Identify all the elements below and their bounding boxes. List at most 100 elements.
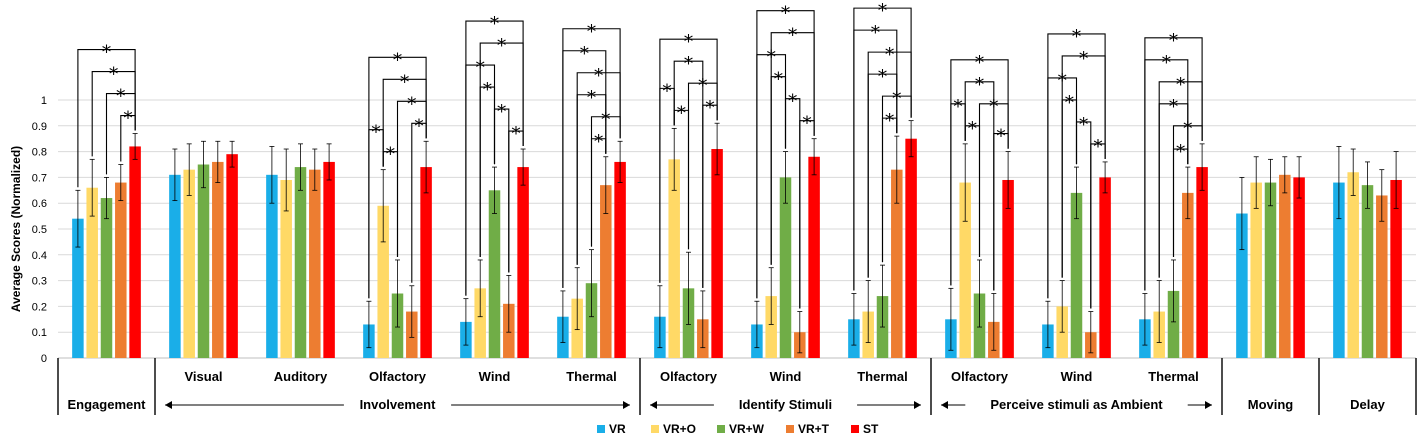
bar-vr-w — [779, 177, 792, 358]
significance-star: * — [400, 71, 410, 93]
significance-bracket — [853, 29, 898, 291]
bar-vr-w — [1361, 185, 1374, 358]
category-label: Wind — [479, 369, 511, 384]
significance-bracket — [465, 20, 524, 296]
significance-star: * — [594, 131, 604, 153]
significance-bracket — [1144, 37, 1203, 291]
significance-bracket — [1158, 81, 1203, 278]
significance-star: * — [788, 91, 798, 113]
significance-star: * — [1072, 26, 1082, 48]
bar-vr-t — [600, 185, 612, 358]
y-tick-label: 0.8 — [32, 147, 47, 159]
significance-star: * — [781, 3, 791, 25]
significance-star: * — [662, 80, 672, 102]
significance-bracket — [368, 56, 427, 299]
bar-st — [614, 161, 626, 358]
x-axis: Visual Auditory Olfactory Wind Thermal Olfact… — [57, 358, 1417, 415]
bar-vr — [266, 174, 278, 358]
legend-label: VR+W — [729, 422, 765, 436]
y-tick-label: 0.3 — [32, 276, 47, 288]
bar-vr-o — [668, 159, 680, 358]
bar-vr-t — [1182, 192, 1194, 358]
y-tick-label: 0.5 — [32, 224, 47, 236]
y-axis-label: Average Scores (Normalized) — [9, 146, 23, 312]
legend-label: ST — [863, 422, 879, 436]
y-tick-label: 0.2 — [32, 301, 47, 313]
significance-star: * — [1169, 96, 1179, 118]
significance-bracket — [576, 72, 621, 265]
bar-st — [226, 154, 238, 358]
bar-st — [420, 167, 432, 358]
y-tick-label: 0.9 — [32, 121, 47, 133]
significance-star: * — [497, 101, 507, 123]
category-label: Auditory — [274, 369, 328, 384]
significance-bracket — [1061, 55, 1106, 278]
bar-st — [1196, 167, 1208, 358]
bar-st — [905, 138, 917, 358]
significance-bracket — [756, 10, 815, 299]
y-tick-label: 0.6 — [32, 198, 47, 210]
significance-star: * — [511, 123, 521, 145]
bar-st — [808, 156, 820, 358]
bar-vr-o — [1250, 182, 1262, 358]
significance-star: * — [490, 13, 500, 35]
significance-bracket — [853, 7, 912, 291]
legend-label: VR+T — [798, 422, 830, 436]
y-tick-label: 0.4 — [32, 250, 47, 262]
bar-vr-w — [294, 167, 307, 358]
significance-star: * — [871, 22, 881, 44]
significance-star: * — [1162, 52, 1172, 74]
bar-st — [1002, 179, 1014, 358]
bar-vr — [1236, 213, 1248, 358]
significance-star: * — [1169, 30, 1179, 52]
significance-star: * — [788, 25, 798, 47]
significance-bracket — [770, 32, 815, 265]
bar-vr-t — [115, 182, 127, 358]
arrowhead-left — [941, 401, 948, 409]
legend-swatch — [597, 425, 605, 433]
bar-vr-o — [183, 169, 195, 358]
bar-st — [517, 167, 529, 358]
bar-vr-w — [585, 283, 598, 358]
significance-star: * — [497, 35, 507, 57]
significance-star: * — [1065, 92, 1075, 114]
arrowhead-left — [165, 401, 172, 409]
group-label: Engagement — [67, 397, 146, 412]
y-axis: Average Scores (Normalized) 0 0.1 0.2 0.3 0.… — [9, 95, 47, 365]
significance-brackets: ************************* ***************… — [77, 0, 1203, 309]
group-label: Perceive stimuli as Ambient — [990, 397, 1163, 412]
bar-vr-o — [765, 296, 777, 358]
bar-vr-t — [891, 169, 903, 358]
significance-star: * — [102, 42, 112, 64]
significance-bracket — [950, 59, 1009, 286]
significance-star: * — [684, 53, 694, 75]
category-label: Olfactory — [660, 369, 718, 384]
significance-bracket — [659, 38, 718, 283]
significance-star: * — [885, 110, 895, 132]
significance-bracket — [77, 48, 136, 188]
category-label: Olfactory — [369, 369, 427, 384]
significance-star: * — [968, 118, 978, 140]
category-label: Thermal — [857, 369, 908, 384]
significance-star: * — [1176, 141, 1186, 163]
category-label: Thermal — [1148, 369, 1199, 384]
significance-bracket — [562, 28, 621, 288]
bar-vr-o — [280, 179, 292, 358]
significance-star: * — [684, 31, 694, 53]
arrowhead-right — [914, 401, 921, 409]
category-label: Olfactory — [951, 369, 1009, 384]
bar-vr-o — [474, 288, 486, 358]
significance-star: * — [386, 144, 396, 166]
bar-st — [1390, 179, 1402, 358]
legend-label: VR+O — [663, 422, 696, 436]
significance-bracket — [673, 60, 704, 288]
category-label: Wind — [770, 369, 802, 384]
legend-swatch — [651, 425, 659, 433]
bar-vr-t — [1279, 174, 1291, 358]
significance-star: * — [116, 86, 126, 108]
significance-star: * — [393, 49, 403, 71]
bar-vr-w — [1070, 192, 1083, 358]
y-tick-label: 0.7 — [32, 172, 47, 184]
significance-star: * — [1093, 136, 1103, 158]
bar-vr-t — [309, 169, 321, 358]
